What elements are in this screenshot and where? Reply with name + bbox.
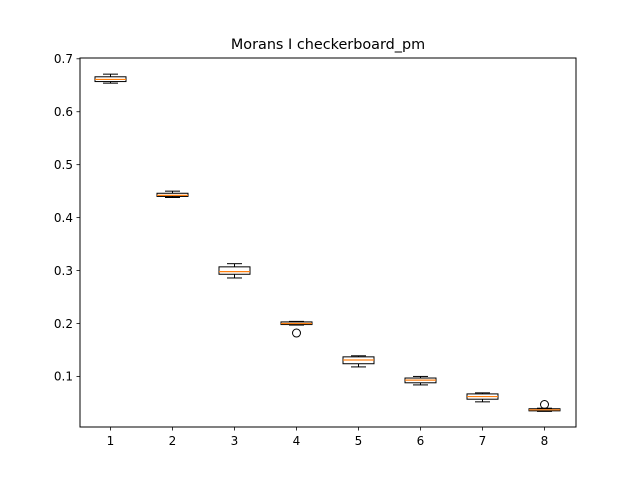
x-tick-label: 5 [355,434,363,448]
x-tick-label: 1 [107,434,115,448]
y-tick-label: 0.7 [54,52,73,66]
y-tick-label: 0.2 [54,317,73,331]
y-tick-label: 0.3 [54,264,73,278]
x-tick-label: 7 [479,434,487,448]
plot-area: 1 2 3 4 5 6 7 8 0.1 0.2 0.3 0.4 0.5 0.6 0.7 [54,52,577,448]
x-tick-label: 4 [293,434,301,448]
flier-point [540,400,549,409]
y-tick-label: 0.6 [54,105,73,119]
x-tick-label: 6 [417,434,425,448]
y-tick-label: 0.4 [54,211,73,225]
flier-point [292,328,301,338]
x-tick-label: 3 [231,434,239,448]
chart-title: Morans I checkerboard_pm [231,37,425,53]
axes-frame [79,57,577,428]
x-tick-label: 8 [541,434,549,448]
y-tick-label: 0.1 [54,370,73,384]
box-iqr [218,266,251,275]
y-tick-label: 0.5 [54,158,73,172]
x-tick-label: 2 [169,434,177,448]
